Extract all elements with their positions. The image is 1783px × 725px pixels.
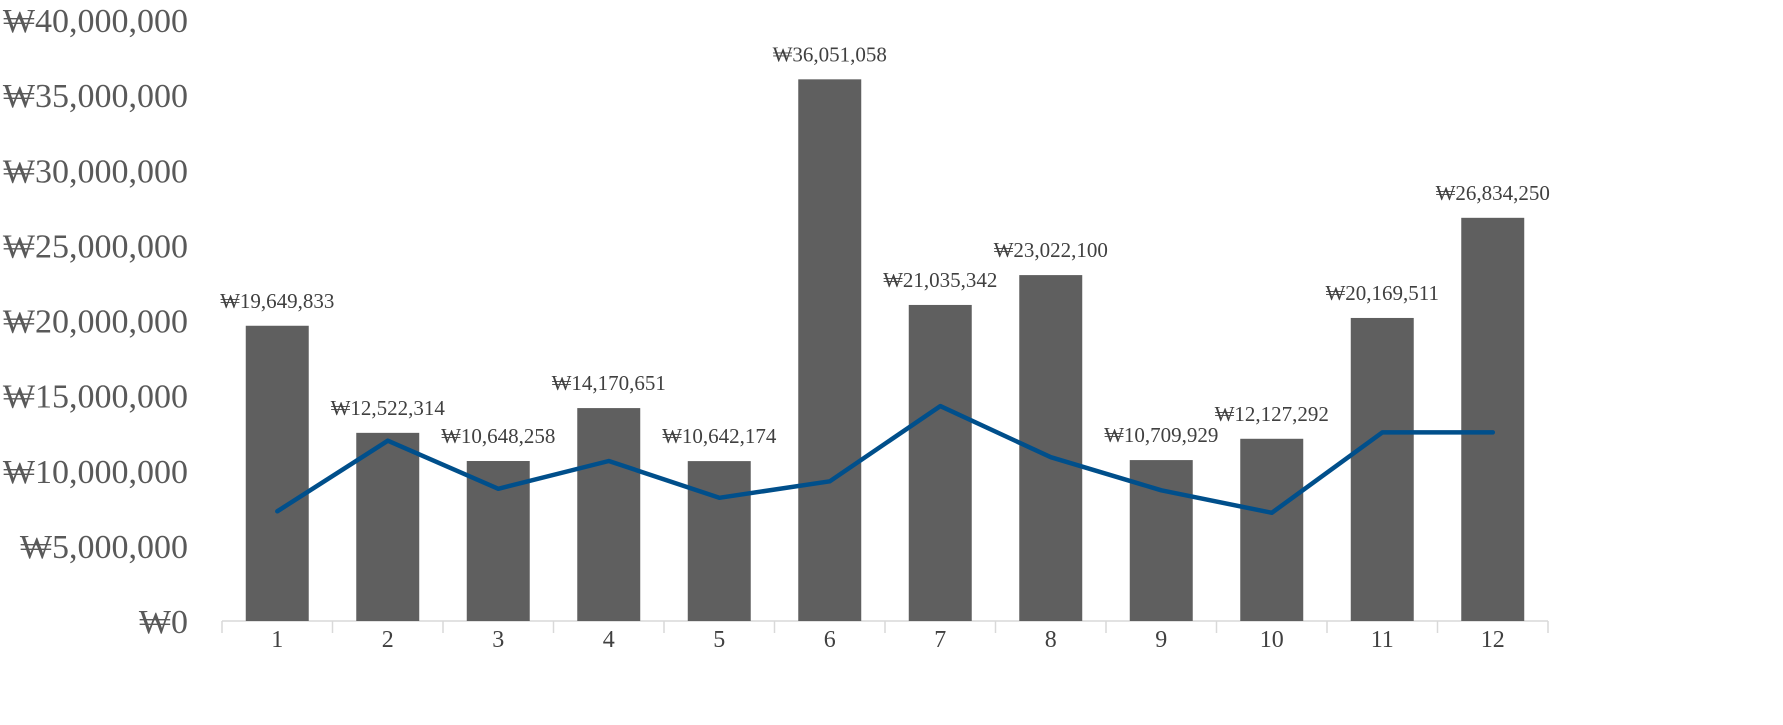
x-tick-label: 7 [934,627,946,653]
bar [245,325,309,621]
x-tick-label: 3 [492,627,504,653]
bar-data-label: ₩10,648,258 [441,424,555,448]
bar-data-label: ₩10,642,174 [662,424,777,448]
bar [356,432,420,621]
x-tick-label: 6 [824,627,836,653]
bar-data-label: ₩20,169,511 [1325,281,1439,305]
bar [798,79,862,621]
x-tick-label: 11 [1371,627,1394,653]
x-tick-label: 5 [713,627,725,653]
y-tick-label: ₩10,000,000 [3,454,188,491]
data-labels: ₩19,649,833 ₩12,522,314 ₩10,648,258 ₩14,170… [220,42,1550,448]
bar [1129,460,1193,621]
y-tick-label: ₩30,000,000 [3,153,188,190]
line-path [275,403,1496,516]
line-series [275,403,1496,516]
bar-data-label: ₩10,709,929 [1104,423,1218,447]
bar-data-label: ₩14,170,651 [552,371,666,395]
bar [1350,317,1414,621]
bar-data-label: ₩36,051,058 [773,42,887,66]
y-tick-label: ₩5,000,000 [20,529,188,566]
bar-series [245,79,1525,621]
bar-data-label: ₩23,022,100 [994,238,1108,262]
y-axis: ₩0 ₩5,000,000 ₩10,000,000 ₩15,000,000 ₩20,00… [3,3,188,641]
bar [577,408,641,621]
x-tick-label: 8 [1045,627,1057,653]
x-tick-label: 9 [1155,627,1167,653]
bar-data-label: ₩21,035,342 [883,268,997,292]
y-tick-label: ₩25,000,000 [3,228,188,265]
bar [908,304,972,621]
y-tick-label: ₩20,000,000 [3,304,188,341]
bar [1461,217,1525,621]
x-tick-label: 4 [603,627,615,653]
bar-data-label: ₩12,127,292 [1215,402,1329,426]
y-tick-label: ₩35,000,000 [3,78,188,115]
x-tick-label: 12 [1481,627,1505,653]
bar-data-label: ₩12,522,314 [331,396,446,420]
bar [687,461,751,621]
y-tick-label: ₩15,000,000 [3,379,188,416]
bar-data-label: ₩26,834,250 [1436,181,1550,205]
x-axis: 1 2 3 4 5 6 7 8 9 10 11 12 [221,620,1549,653]
x-tick-label: 2 [382,627,394,653]
bar-data-label: ₩19,649,833 [220,289,334,313]
x-tick-label: 1 [271,627,283,653]
bar [1240,438,1304,621]
y-tick-label: ₩40,000,000 [3,3,188,40]
y-tick-label: ₩0 [139,604,188,641]
x-tick-label: 10 [1260,627,1284,653]
